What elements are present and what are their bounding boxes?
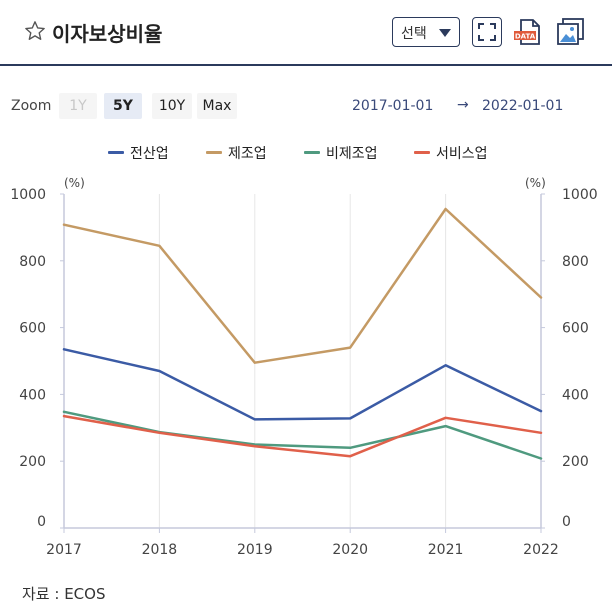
image-download-button[interactable] xyxy=(555,17,585,47)
caret-down-icon xyxy=(439,29,451,37)
zoom-10y-button[interactable]: 10Y xyxy=(152,93,192,119)
legend-label-0: 전산업 xyxy=(130,146,169,162)
y-tick-label-left: 200 xyxy=(19,454,46,470)
y-tick-label-right: 600 xyxy=(562,321,589,337)
star-icon[interactable] xyxy=(24,20,46,42)
data-download-button[interactable]: DATA xyxy=(513,17,543,47)
y-unit-left: (%) xyxy=(64,176,85,190)
y-tick-label-left: 400 xyxy=(19,387,46,403)
legend-swatch-3 xyxy=(414,151,430,154)
legend-label-1: 제조업 xyxy=(228,146,267,162)
x-tick-label: 2020 xyxy=(332,542,368,558)
y-tick-label-left: 1000 xyxy=(10,187,46,203)
chart-header: 이자보상비율 선택 DATA xyxy=(0,0,612,66)
date-from-input[interactable]: 2017-01-01 xyxy=(352,98,434,114)
series-line-1 xyxy=(62,207,543,364)
series-line-3 xyxy=(62,414,543,458)
legend-label-3: 서비스업 xyxy=(436,146,488,162)
zoom-1y-button[interactable]: 1Y xyxy=(59,93,97,119)
data-icon-text: DATA xyxy=(515,33,536,41)
y-tick-label-left: 0 xyxy=(37,514,46,530)
legend-swatch-1 xyxy=(206,151,222,154)
date-range-arrow: → xyxy=(457,97,469,113)
y-tick-label-right: 400 xyxy=(562,387,589,403)
line-chart: 0 0 200 200 400 400 600 600 800 800 1000 1000 (%) (%)… xyxy=(10,176,598,558)
y-unit-right: (%) xyxy=(525,176,546,190)
legend-swatch-0 xyxy=(108,151,124,154)
zoom-toolbar: Zoom 1Y 5Y 10Y Max 2017-01-01 → 2022-01-… xyxy=(0,92,612,122)
chart-legend: 전산업 제조업 비제조업 서비스업 xyxy=(0,140,612,164)
y-tick-label-left: 800 xyxy=(19,254,46,270)
x-tick-label: 2022 xyxy=(523,542,559,558)
source-note: 자료 : ECOS xyxy=(22,585,106,603)
series-line-0 xyxy=(62,348,543,421)
legend-swatch-2 xyxy=(304,151,320,154)
series-line-2 xyxy=(62,410,543,460)
y-tick-label-left: 600 xyxy=(19,321,46,337)
x-tick-label: 2019 xyxy=(237,542,273,558)
y-tick-label-right: 0 xyxy=(562,514,571,530)
image-file-icon xyxy=(557,18,584,45)
x-tick-label: 2018 xyxy=(142,542,178,558)
y-tick-label-right: 800 xyxy=(562,254,589,270)
zoom-max-button[interactable]: Max xyxy=(197,93,237,119)
page-title: 이자보상비율 xyxy=(52,22,163,46)
y-tick-label-right: 200 xyxy=(562,454,589,470)
date-to-input[interactable]: 2022-01-01 xyxy=(482,98,564,114)
select-dropdown[interactable]: 선택 xyxy=(392,17,460,47)
x-tick-label: 2017 xyxy=(46,542,82,558)
fullscreen-icon xyxy=(478,23,496,41)
x-tick-label: 2021 xyxy=(428,542,464,558)
select-dropdown-label: 선택 xyxy=(401,26,427,42)
fullscreen-button[interactable] xyxy=(472,17,502,47)
legend-label-2: 비제조업 xyxy=(326,146,378,162)
zoom-5y-button[interactable]: 5Y xyxy=(104,93,142,119)
data-file-icon: DATA xyxy=(514,19,540,45)
y-tick-label-right: 1000 xyxy=(562,187,598,203)
zoom-label: Zoom xyxy=(11,98,52,114)
